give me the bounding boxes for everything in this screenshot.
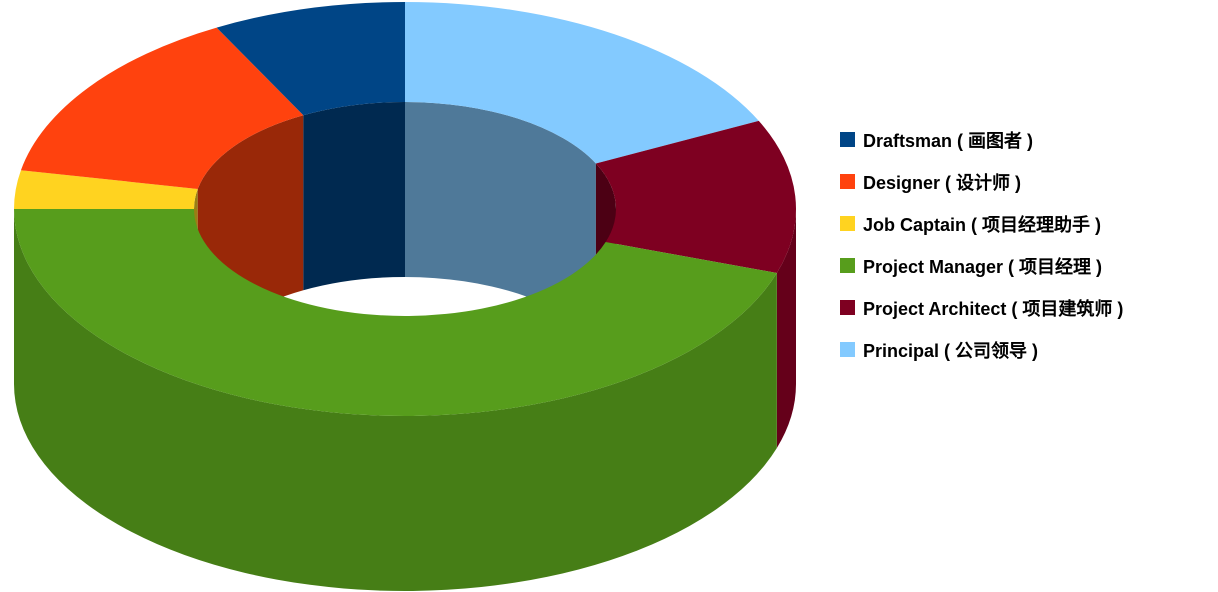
legend-item-project-manager: Project Manager ( 项目经理 ) [840, 252, 1123, 279]
legend-swatch [840, 132, 855, 147]
slice-project-manager [14, 209, 777, 416]
legend-swatch [840, 216, 855, 231]
legend-label: Job Captain ( 项目经理助手 ) [863, 214, 1101, 235]
legend-item-draftsman: Draftsman ( 画图者 ) [840, 126, 1123, 153]
slice-designer [20, 27, 304, 189]
legend-label: Principal ( 公司领导 ) [863, 340, 1039, 361]
donut-chart [14, 1, 797, 591]
legend-item-job-captain: Job Captain ( 项目经理助手 ) [840, 210, 1123, 237]
legend-label: Project Architect ( 项目建筑师 ) [863, 298, 1124, 319]
legend-label: Designer ( 设计师 ) [863, 172, 1022, 193]
outer-walls [14, 209, 796, 591]
legend-item-principal: Principal ( 公司领导 ) [840, 336, 1123, 363]
legend-label: Draftsman ( 画图者 ) [863, 130, 1034, 151]
legend-swatch [840, 300, 855, 315]
slice-job-captain [14, 170, 198, 209]
slice-project-architect [595, 120, 797, 273]
slice-tops [14, 1, 797, 416]
outer-wall-project-manager [14, 209, 777, 591]
legend-swatch [840, 258, 855, 273]
legend-swatch [840, 174, 855, 189]
slice-principal [405, 2, 759, 164]
legend-label: Project Manager ( 项目经理 ) [863, 256, 1103, 277]
legend-swatch [840, 342, 855, 357]
inner-wall-draftsman [303, 102, 405, 291]
outer-wall-project-architect [776, 209, 796, 448]
inner-wall-principal [405, 102, 596, 339]
legend-item-designer: Designer ( 设计师 ) [840, 168, 1123, 195]
slice-draftsman [216, 1, 405, 116]
chart-legend: Draftsman ( 画图者 ) Designer ( 设计师 ) Job Cap… [840, 126, 1123, 378]
legend-item-project-architect: Project Architect ( 项目建筑师 ) [840, 294, 1123, 321]
